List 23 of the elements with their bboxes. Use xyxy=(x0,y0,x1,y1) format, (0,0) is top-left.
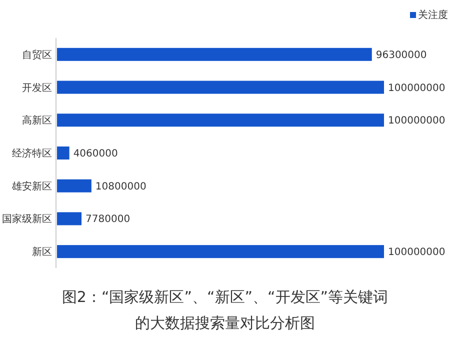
y-tick-label: 自贸区 xyxy=(22,48,52,61)
data-label: 10800000 xyxy=(95,181,146,192)
bar xyxy=(57,212,82,226)
y-tick-label: 新区 xyxy=(32,246,52,258)
data-label: 7780000 xyxy=(86,214,130,226)
data-label: 100000000 xyxy=(388,116,446,127)
y-tick-label: 开发区 xyxy=(22,82,52,94)
y-tick-label: 国家级新区 xyxy=(2,213,52,226)
bar xyxy=(57,114,384,127)
bar xyxy=(57,146,70,160)
y-tick-label: 雄安新区 xyxy=(11,180,52,192)
y-tick-label: 高新区 xyxy=(22,114,52,127)
bar xyxy=(57,48,372,61)
legend-label: 关注度 xyxy=(418,9,448,21)
bar xyxy=(57,245,384,258)
data-label: 4060000 xyxy=(73,148,118,160)
data-label: 100000000 xyxy=(388,82,446,94)
data-label: 96300000 xyxy=(376,50,427,61)
bar xyxy=(57,179,92,192)
caption: 图2：“国家级新区”、“新区”、“开发区”等关键词的大数据搜索量对比分析图 xyxy=(60,287,390,334)
bar xyxy=(57,80,384,94)
y-tick-label: 经济特区 xyxy=(12,148,52,160)
data-label: 100000000 xyxy=(388,247,446,258)
